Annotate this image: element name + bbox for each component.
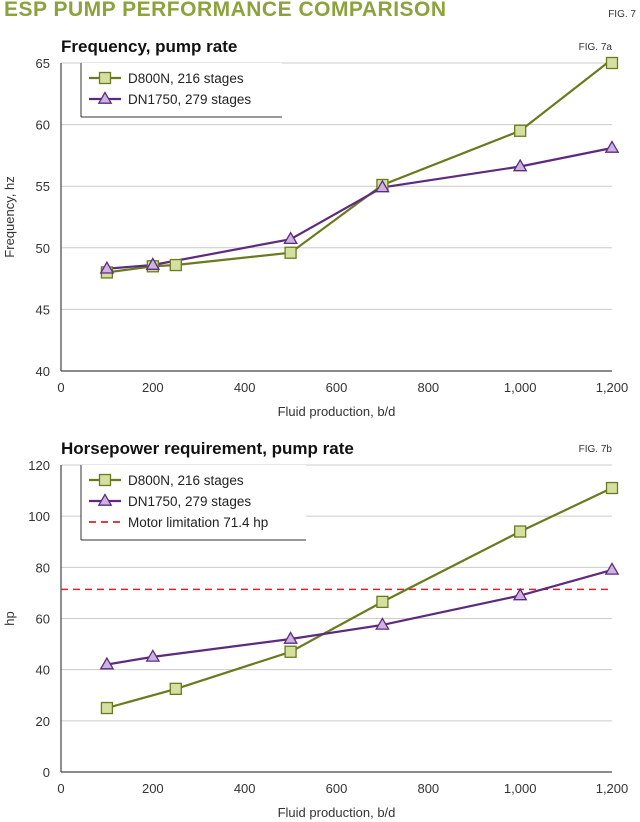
x-tick-label: 1,200 <box>596 380 629 395</box>
data-point-d800n <box>514 124 527 137</box>
y-tick-label: 50 <box>36 241 50 256</box>
legend-marker <box>97 91 113 104</box>
y-tick-label: 20 <box>36 714 50 729</box>
x-tick-label: 600 <box>326 781 348 796</box>
y-axis-label: Frequency, hz <box>2 176 17 257</box>
y-axis-label: hp <box>2 611 17 625</box>
x-tick-label: 600 <box>326 380 348 395</box>
data-point-dn1750 <box>99 656 115 670</box>
series-line-d800n <box>106 487 613 710</box>
legend-marker <box>98 473 112 487</box>
chart-title: Frequency, pump rate <box>61 37 237 56</box>
legend-label: D800N, 216 stages <box>128 473 244 488</box>
legend-marker <box>97 493 113 506</box>
chart-title: Horsepower requirement, pump rate <box>61 439 354 458</box>
data-point-d800n <box>605 56 619 70</box>
data-point-d800n <box>376 595 389 609</box>
x-tick-label: 200 <box>142 781 164 796</box>
data-point-d800n <box>169 258 182 272</box>
chart-fig-label: FIG. 7a <box>579 42 613 53</box>
x-tick-label: 400 <box>234 380 256 395</box>
y-tick-label: 45 <box>36 302 50 317</box>
data-point-dn1750 <box>512 158 528 172</box>
x-tick-label: 0 <box>57 781 64 796</box>
legend-label: DN1750, 279 stages <box>128 92 251 107</box>
x-tick-label: 1,200 <box>596 781 629 796</box>
data-point-dn1750 <box>604 140 620 153</box>
x-tick-label: 1,000 <box>504 781 537 796</box>
data-point-dn1750 <box>604 562 620 575</box>
x-tick-label: 1,000 <box>504 380 537 395</box>
x-tick-label: 200 <box>142 380 164 395</box>
legend-box <box>81 465 306 540</box>
series-line-dn1750 <box>106 568 613 666</box>
y-tick-label: 100 <box>28 509 50 524</box>
x-tick-label: 800 <box>417 380 439 395</box>
data-point-d800n <box>284 645 297 658</box>
data-point-dn1750 <box>375 179 390 193</box>
data-point-dn1750 <box>99 260 115 274</box>
legend-label: DN1750, 279 stages <box>128 494 251 509</box>
figure-label: FIG. 7 <box>608 9 636 20</box>
legend-label: D800N, 216 stages <box>128 71 244 86</box>
y-tick-label: 0 <box>43 765 50 780</box>
legend-label: Motor limitation 71.4 hp <box>128 515 268 530</box>
data-point-d800n <box>605 481 619 495</box>
data-point-dn1750 <box>145 649 161 662</box>
data-point-dn1750 <box>283 631 298 644</box>
x-tick-label: 400 <box>234 781 256 796</box>
data-point-d800n <box>100 701 114 715</box>
legend-marker <box>98 71 112 85</box>
y-tick-label: 55 <box>36 179 50 194</box>
data-point-d800n <box>514 525 527 538</box>
horsepower-chart: Horsepower requirement, pump rate FIG. 7b… <box>2 439 628 820</box>
data-point-dn1750 <box>283 231 298 245</box>
figure-title: ESP PUMP PERFORMANCE COMPARISON <box>4 0 447 21</box>
x-axis-label: Fluid production, b/d <box>278 404 396 419</box>
y-tick-label: 60 <box>36 612 50 627</box>
y-tick-label: 40 <box>36 663 50 678</box>
chart-fig-label: FIG. 7b <box>579 444 613 455</box>
data-point-dn1750 <box>145 257 161 270</box>
x-axis-label: Fluid production, b/d <box>278 805 396 820</box>
data-point-d800n <box>284 246 297 259</box>
y-tick-label: 40 <box>36 364 50 379</box>
data-point-dn1750 <box>512 587 528 601</box>
frequency-chart: Frequency, pump rate FIG. 7a 40 45 50 55 60 65 0… <box>2 37 628 419</box>
y-tick-label: 120 <box>28 458 50 473</box>
series-line-dn1750 <box>106 146 613 270</box>
y-tick-label: 60 <box>36 118 50 133</box>
data-point-dn1750 <box>375 617 390 630</box>
legend-box <box>81 63 282 117</box>
y-tick-label: 80 <box>36 560 50 575</box>
x-tick-label: 800 <box>417 781 439 796</box>
y-tick-label: 65 <box>36 56 50 71</box>
data-point-d800n <box>169 682 182 696</box>
x-tick-label: 0 <box>57 380 64 395</box>
